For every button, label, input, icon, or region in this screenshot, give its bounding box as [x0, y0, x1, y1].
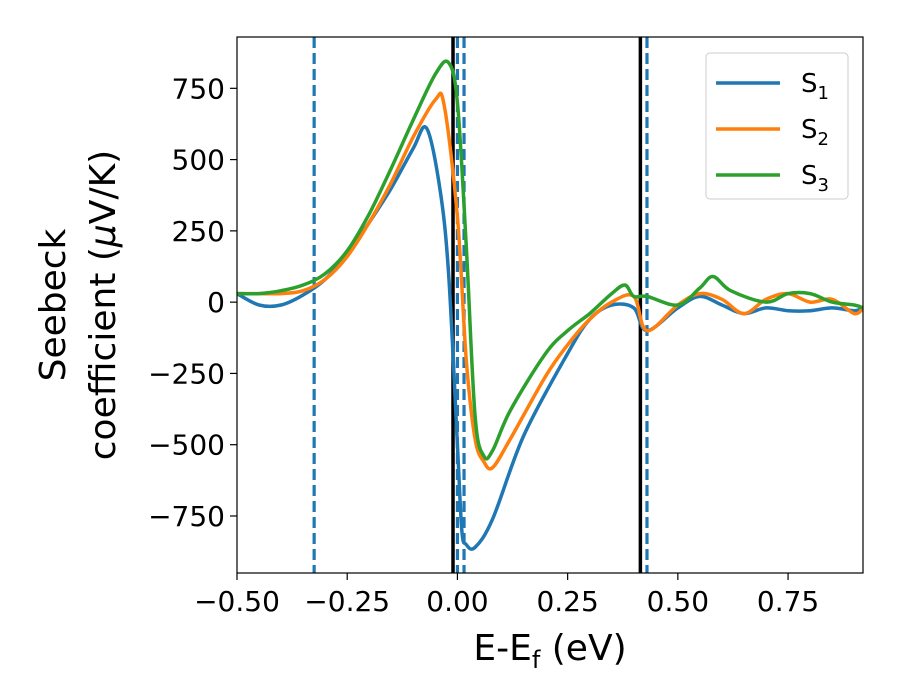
legend-label-3: S3: [801, 161, 829, 196]
y-tick-label: −250: [148, 357, 225, 390]
y-tick-label: 250: [172, 215, 225, 248]
y-axis-label: Seebeck coefficient (μV/K): [33, 150, 124, 460]
series-line-3: [237, 59, 863, 461]
legend-label-2: S2: [801, 115, 829, 150]
plot-frame: [236, 36, 864, 574]
y-axis-ticks: 750 500 250 0 −250 −500 −750: [148, 72, 237, 533]
x-tick-label: 0.25: [536, 585, 598, 618]
vertical-lines: [312, 37, 649, 573]
y-axis-label-line2: coefficient (μV/K): [83, 150, 124, 460]
y-tick-label: −500: [148, 429, 225, 462]
x-axis-label: E-Ef (eV): [473, 628, 626, 674]
x-tick-label: −0.50: [194, 585, 280, 618]
legend-box: [705, 52, 849, 200]
legend: S1 S2 S3: [705, 52, 849, 200]
y-tick-label: −750: [148, 500, 225, 533]
y-tick-label: 500: [172, 144, 225, 177]
series-line-2: [237, 91, 863, 471]
y-tick-label: 750: [172, 72, 225, 105]
x-tick-label: 0.50: [647, 585, 709, 618]
legend-label-1: S1: [801, 69, 829, 104]
y-tick-label: 0: [207, 286, 225, 319]
x-tick-label: 0.75: [757, 585, 819, 618]
x-tick-label: −0.25: [304, 585, 390, 618]
x-tick-label: 0.00: [426, 585, 488, 618]
x-axis-ticks: −0.50 −0.25 0.00 0.25 0.50 0.75: [194, 573, 819, 618]
y-axis-label-line1: Seebeck: [33, 228, 74, 381]
series-lines: [237, 59, 863, 551]
